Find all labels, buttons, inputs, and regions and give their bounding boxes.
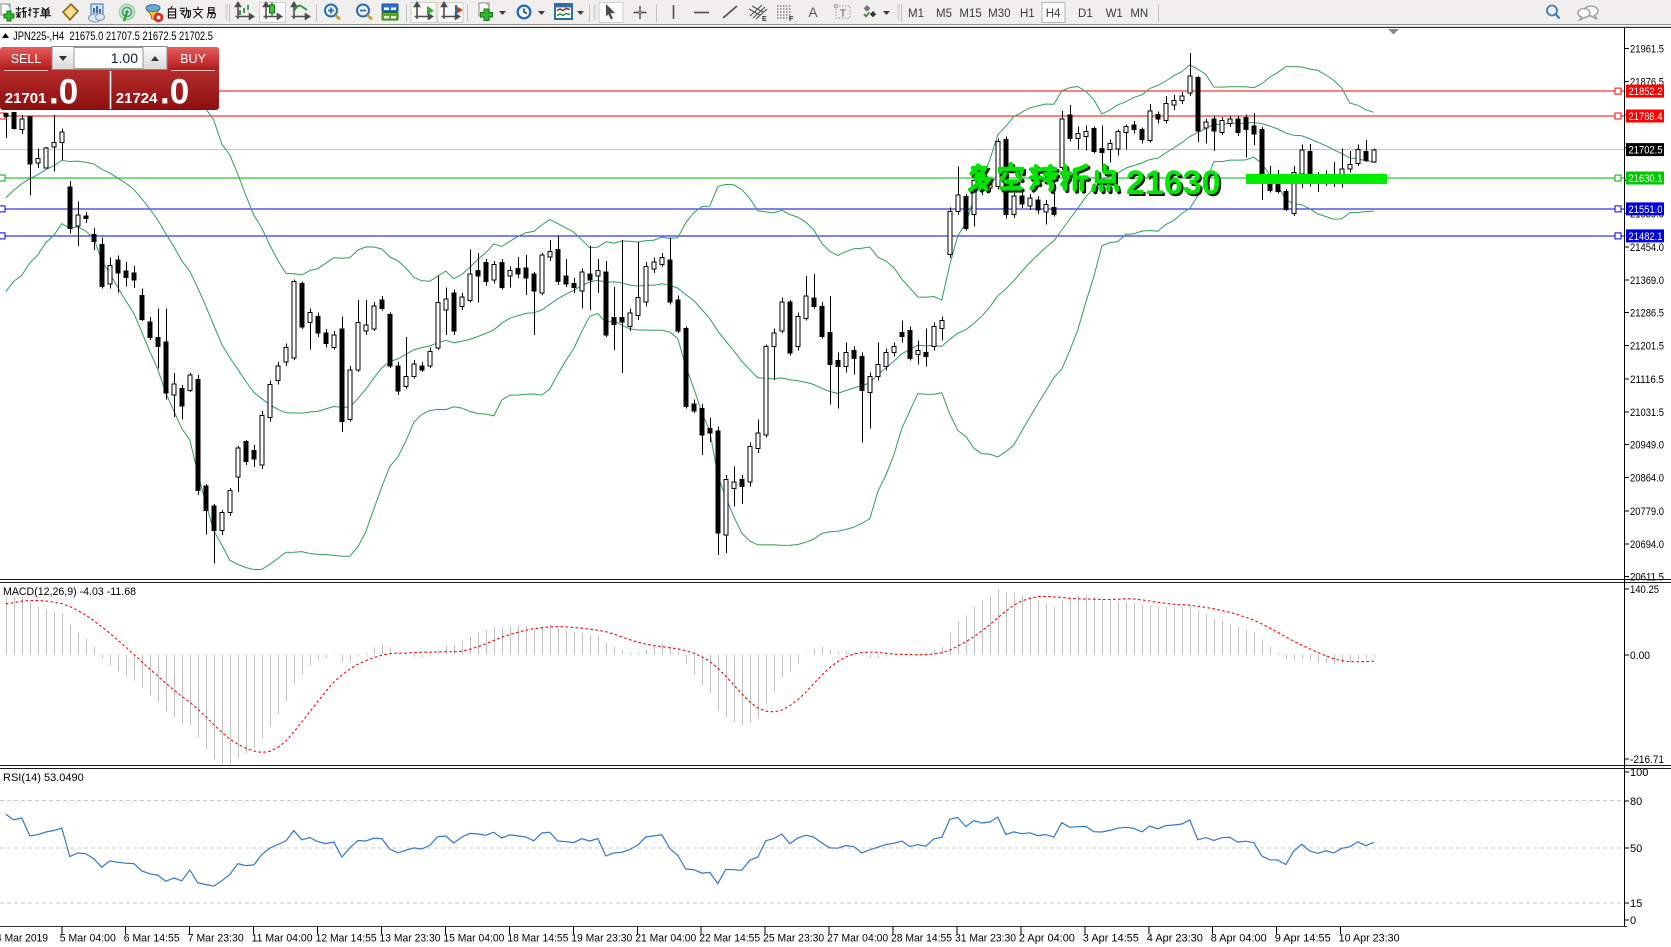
- svg-text:3 Apr 14:55: 3 Apr 14:55: [1083, 933, 1139, 945]
- svg-text:MN: MN: [1130, 8, 1148, 20]
- svg-text:H1: H1: [1020, 8, 1035, 20]
- svg-text:E: E: [762, 16, 767, 23]
- svg-text:13 Mar 23:30: 13 Mar 23:30: [380, 933, 441, 945]
- svg-text:21852.2: 21852.2: [1629, 86, 1663, 98]
- svg-text:7 Mar 23:30: 7 Mar 23:30: [188, 933, 244, 945]
- svg-text:W1: W1: [1106, 8, 1123, 20]
- svg-text:21031.5: 21031.5: [1630, 407, 1664, 419]
- svg-text:21630: 21630: [1126, 164, 1221, 202]
- svg-text:21482.1: 21482.1: [1629, 231, 1663, 243]
- svg-text:28 Mar 14:55: 28 Mar 14:55: [891, 933, 952, 945]
- svg-text:100: 100: [1630, 767, 1648, 779]
- svg-text:JPN225-,H4 21675.0 21707.5 21: JPN225-,H4 21675.0 21707.5 21672.5 21702…: [13, 31, 213, 43]
- svg-text:MACD(12,26,9) -4.03 -11.68: MACD(12,26,9) -4.03 -11.68: [3, 586, 136, 598]
- svg-text:8 Apr 04:00: 8 Apr 04:00: [1211, 933, 1267, 945]
- svg-text:0.00: 0.00: [1630, 650, 1650, 662]
- svg-text:21286.5: 21286.5: [1630, 307, 1664, 319]
- svg-text:18 Mar 14:55: 18 Mar 14:55: [507, 933, 568, 945]
- svg-text:21454.0: 21454.0: [1630, 242, 1664, 254]
- svg-text:M1: M1: [908, 8, 924, 20]
- svg-text:H4: H4: [1046, 8, 1061, 20]
- svg-text:4 Mar 2019: 4 Mar 2019: [0, 933, 48, 945]
- svg-text:22 Mar 14:55: 22 Mar 14:55: [699, 933, 760, 945]
- svg-text:50: 50: [1630, 843, 1642, 855]
- svg-text:21 Mar 04:00: 21 Mar 04:00: [635, 933, 696, 945]
- svg-text:20694.0: 20694.0: [1630, 539, 1664, 551]
- svg-text:A: A: [808, 5, 817, 20]
- svg-text:21724: 21724: [116, 90, 158, 107]
- svg-text:21116.5: 21116.5: [1630, 374, 1664, 386]
- svg-text:21788.4: 21788.4: [1629, 111, 1663, 123]
- svg-text:4 Apr 23:30: 4 Apr 23:30: [1147, 933, 1203, 945]
- svg-text:21201.5: 21201.5: [1630, 341, 1664, 353]
- svg-text:140.25: 140.25: [1630, 584, 1659, 596]
- svg-text:1.00: 1.00: [111, 50, 138, 66]
- svg-text:20779.0: 20779.0: [1630, 506, 1664, 518]
- svg-text:RSI(14) 53.0490: RSI(14) 53.0490: [3, 772, 84, 784]
- svg-text:BUY: BUY: [180, 52, 206, 66]
- svg-text:.0: .0: [49, 73, 78, 112]
- svg-text:F: F: [789, 16, 794, 23]
- svg-text:21702.5: 21702.5: [1629, 145, 1663, 157]
- svg-text:21630.1: 21630.1: [1629, 173, 1663, 185]
- svg-text:D1: D1: [1078, 8, 1093, 20]
- svg-text:21961.5: 21961.5: [1630, 43, 1664, 55]
- svg-text:10 Apr 23:30: 10 Apr 23:30: [1339, 933, 1400, 945]
- svg-text:20949.0: 20949.0: [1630, 439, 1664, 451]
- svg-text:M30: M30: [988, 8, 1010, 20]
- svg-text:12 Mar 14:55: 12 Mar 14:55: [316, 933, 377, 945]
- svg-text:20864.0: 20864.0: [1630, 473, 1664, 485]
- svg-text:25 Mar 23:30: 25 Mar 23:30: [763, 933, 824, 945]
- svg-text:15 Mar 04:00: 15 Mar 04:00: [443, 933, 504, 945]
- svg-text:0: 0: [1630, 915, 1636, 927]
- svg-text:31 Mar 23:30: 31 Mar 23:30: [955, 933, 1016, 945]
- svg-text:21369.0: 21369.0: [1630, 275, 1664, 287]
- svg-text:21701: 21701: [5, 90, 47, 107]
- svg-text:27 Mar 04:00: 27 Mar 04:00: [827, 933, 888, 945]
- svg-text:19 Mar 23:30: 19 Mar 23:30: [571, 933, 632, 945]
- svg-text:-216.71: -216.71: [1630, 754, 1664, 766]
- svg-text:20611.5: 20611.5: [1630, 572, 1664, 584]
- svg-text:21630: 21630: [1128, 166, 1223, 204]
- svg-text:21551.0: 21551.0: [1629, 204, 1663, 216]
- svg-text:M5: M5: [936, 8, 952, 20]
- svg-text:M15: M15: [959, 8, 981, 20]
- svg-text:15: 15: [1630, 898, 1642, 910]
- svg-text:5 Mar 04:00: 5 Mar 04:00: [60, 933, 116, 945]
- svg-text:9 Apr 14:55: 9 Apr 14:55: [1275, 933, 1331, 945]
- svg-text:SELL: SELL: [11, 52, 42, 66]
- svg-text:80: 80: [1630, 796, 1642, 808]
- svg-text:T: T: [840, 8, 847, 20]
- svg-text:.0: .0: [160, 73, 189, 112]
- svg-text:11 Mar 04:00: 11 Mar 04:00: [252, 933, 313, 945]
- svg-text:6 Mar 14:55: 6 Mar 14:55: [124, 933, 180, 945]
- svg-text:2 Apr 04:00: 2 Apr 04:00: [1019, 933, 1075, 945]
